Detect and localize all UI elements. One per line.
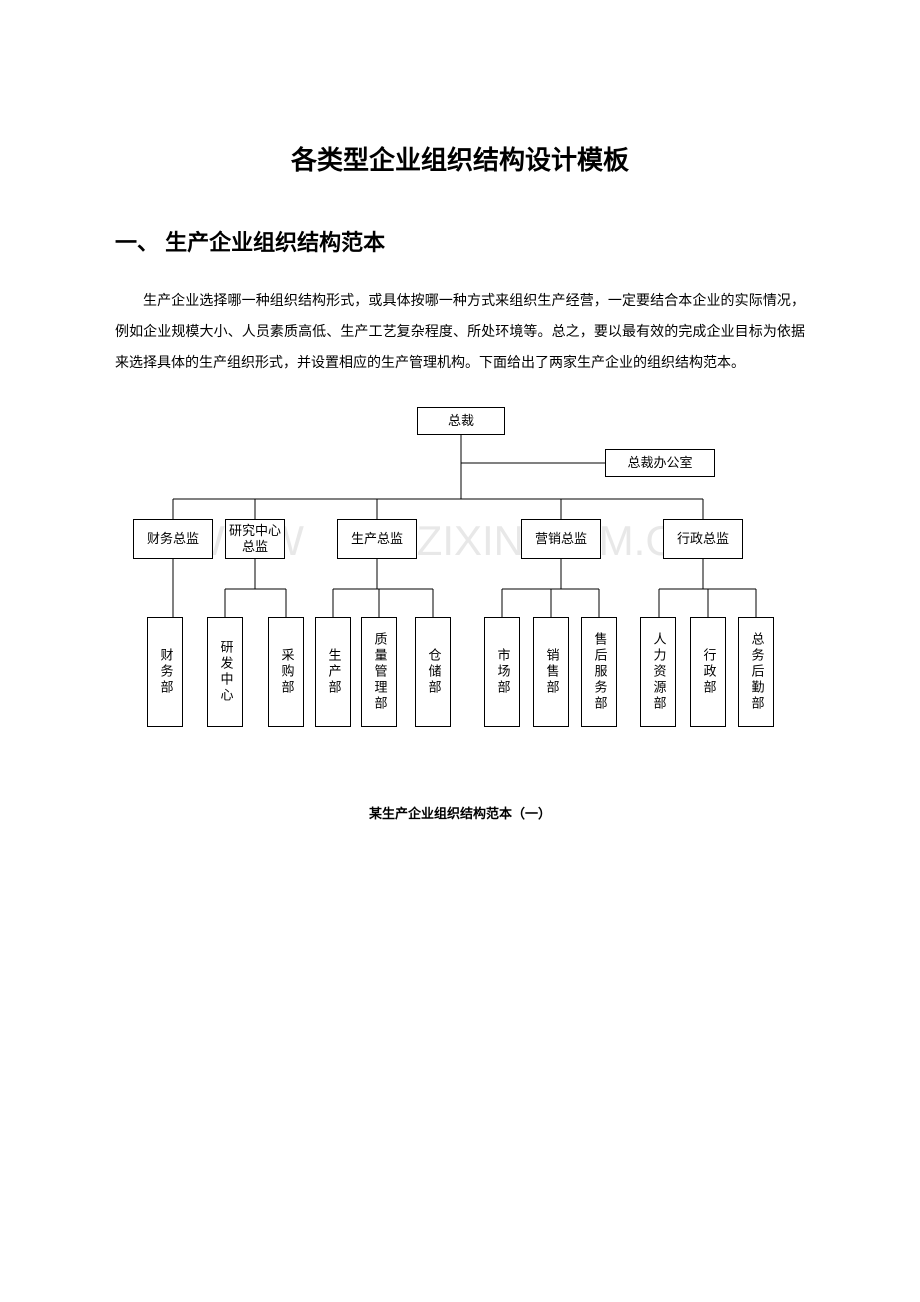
org-node-l1_4: 营销总监 [521, 519, 601, 559]
intro-paragraph: 生产企业选择哪一种组织结构形式，或具体按哪一种方式来组织生产经营，一定要结合本企… [115, 287, 805, 379]
org-node-d1: 财务部 [147, 617, 183, 727]
org-node-root: 总裁 [417, 407, 505, 435]
org-node-d7: 市场部 [484, 617, 520, 727]
chart-caption: 某生产企业组织结构范本（一） [115, 803, 805, 822]
org-chart: WWW .ZIXIN.COM.C 总裁总裁办公室财务总监研究中心总监生产总监营销… [115, 407, 805, 787]
org-node-d11: 行政部 [690, 617, 726, 727]
org-node-d4: 生产部 [315, 617, 351, 727]
org-node-d9: 售后服务部 [581, 617, 617, 727]
org-node-l1_3: 生产总监 [337, 519, 417, 559]
section-heading: 一、 生产企业组织结构范本 [115, 225, 805, 257]
org-node-d10: 人力资源部 [640, 617, 676, 727]
org-node-office: 总裁办公室 [605, 449, 715, 477]
org-node-d3: 采购部 [268, 617, 304, 727]
page-title: 各类型企业组织结构设计模板 [115, 140, 805, 177]
org-node-d5: 质量管理部 [361, 617, 397, 727]
org-node-d12: 总务后勤部 [738, 617, 774, 727]
org-node-d6: 仓储部 [415, 617, 451, 727]
org-node-l1_2: 研究中心总监 [225, 519, 285, 559]
org-node-d8: 销售部 [533, 617, 569, 727]
org-node-l1_1: 财务总监 [133, 519, 213, 559]
org-node-l1_5: 行政总监 [663, 519, 743, 559]
org-node-d2: 研发中心 [207, 617, 243, 727]
